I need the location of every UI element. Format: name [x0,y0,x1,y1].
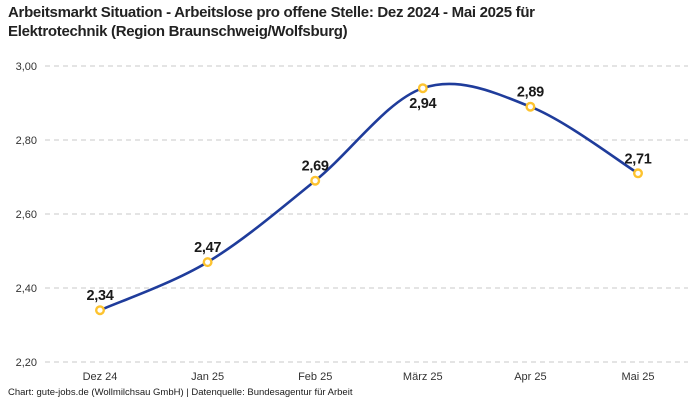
chart-title: Arbeitsmarkt Situation - Arbeitslose pro… [8,3,535,41]
data-point-marker [525,101,536,112]
x-axis-tick-label: März 25 [403,371,443,383]
y-axis-tick-label: 3,00 [16,61,37,73]
x-axis-tick-label: Mai 25 [621,371,654,383]
data-point-label: 2,34 [86,288,113,304]
data-point-marker [633,168,644,179]
y-axis-tick-label: 2,60 [16,209,37,221]
data-point-marker [417,83,428,94]
y-axis-tick-label: 2,20 [16,357,37,369]
chart-title-line2: Elektrotechnik (Region Braunschweig/Wolf… [8,23,348,40]
x-axis-tick-label: Jan 25 [191,371,224,383]
y-axis-tick-label: 2,40 [16,283,37,295]
x-axis-tick-label: Dez 24 [83,371,118,383]
line-series [98,82,640,312]
data-point-label: 2,89 [517,85,544,101]
data-point-marker [310,175,321,186]
data-point-label: 2,94 [409,96,436,112]
chart-title-line1: Arbeitsmarkt Situation - Arbeitslose pro… [8,4,535,21]
x-axis-tick-label: Apr 25 [514,371,546,383]
y-axis-tick-label: 2,80 [16,135,37,147]
data-point-label: 2,47 [194,240,221,256]
data-point-label: 2,71 [624,151,651,167]
chart-credit: Chart: gute-jobs.de (Wollmilchsau GmbH) … [8,387,353,398]
data-point-marker [94,305,105,316]
data-point-marker [202,257,213,268]
data-point-label: 2,69 [302,159,329,175]
x-axis-tick-label: Feb 25 [298,371,332,383]
